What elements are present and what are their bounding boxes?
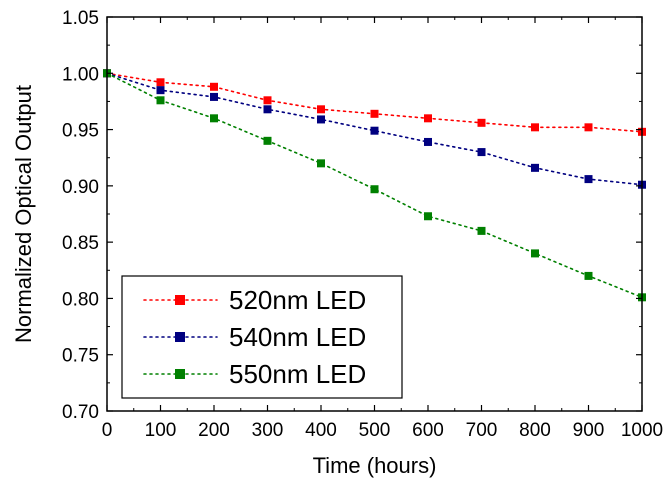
data-point xyxy=(370,126,379,135)
data-point xyxy=(263,136,272,145)
x-tick-label: 0 xyxy=(102,420,113,441)
x-tick-label: 800 xyxy=(519,420,551,441)
data-point xyxy=(210,82,218,91)
data-point xyxy=(424,137,432,146)
data-point xyxy=(317,115,325,124)
data-point xyxy=(531,249,539,258)
data-point xyxy=(370,109,379,118)
axes: 0 100 200 300 400 500 600 700 800 900 1000 0.70 0.75… xyxy=(62,8,663,441)
legend-marker-2 xyxy=(175,332,185,342)
x-axis-title: Time (hours) xyxy=(313,453,437,478)
data-point xyxy=(317,159,325,168)
y-tick-label: 0.90 xyxy=(62,177,99,198)
series-line-3 xyxy=(106,72,643,299)
series-line-1 xyxy=(106,72,643,133)
data-point xyxy=(477,118,486,127)
data-point xyxy=(156,78,165,87)
data-point xyxy=(424,114,432,123)
x-tick-label: 1000 xyxy=(621,420,663,441)
x-tick-label: 300 xyxy=(252,420,284,441)
y-tick-label: 0.80 xyxy=(62,289,99,310)
data-point xyxy=(584,123,593,132)
data-point xyxy=(477,148,486,157)
legend: 520nm LED 540nm LED 550nm LED xyxy=(121,275,403,399)
x-tick-label: 200 xyxy=(198,420,230,441)
legend-label-3: 550nm LED xyxy=(229,359,366,389)
x-tick-label: 500 xyxy=(359,420,391,441)
data-point xyxy=(210,92,218,101)
x-tick-label: 100 xyxy=(145,420,177,441)
data-point xyxy=(317,105,325,114)
chart-marks xyxy=(103,69,646,302)
legend-marker-1 xyxy=(175,295,185,305)
data-point xyxy=(424,212,432,221)
legend-label-1: 520nm LED xyxy=(229,285,366,315)
legend-marker-3 xyxy=(175,369,185,379)
legend-label-2: 540nm LED xyxy=(229,322,366,352)
data-point xyxy=(584,175,593,184)
data-point xyxy=(263,96,272,105)
y-tick-label: 1.05 xyxy=(62,8,99,29)
y-tick-label: 1.00 xyxy=(62,64,99,85)
x-tick-label: 700 xyxy=(466,420,498,441)
data-point xyxy=(156,86,165,95)
series-line-2 xyxy=(106,72,643,186)
data-point xyxy=(263,105,272,114)
y-tick-label: 0.95 xyxy=(62,121,99,142)
y-axis-title: Normalized Optical Output xyxy=(11,85,36,343)
data-point xyxy=(531,123,539,132)
x-tick-label: 900 xyxy=(573,420,605,441)
y-tick-label: 0.75 xyxy=(62,346,99,367)
data-point xyxy=(210,114,218,123)
data-point xyxy=(477,226,486,235)
data-point xyxy=(584,271,593,280)
x-tick-label: 600 xyxy=(412,420,444,441)
x-tick-label: 400 xyxy=(305,420,337,441)
y-tick-label: 0.85 xyxy=(62,233,99,254)
data-point xyxy=(156,96,165,105)
data-point xyxy=(370,185,379,194)
data-point xyxy=(531,163,539,172)
y-tick-label: 0.70 xyxy=(62,402,99,423)
